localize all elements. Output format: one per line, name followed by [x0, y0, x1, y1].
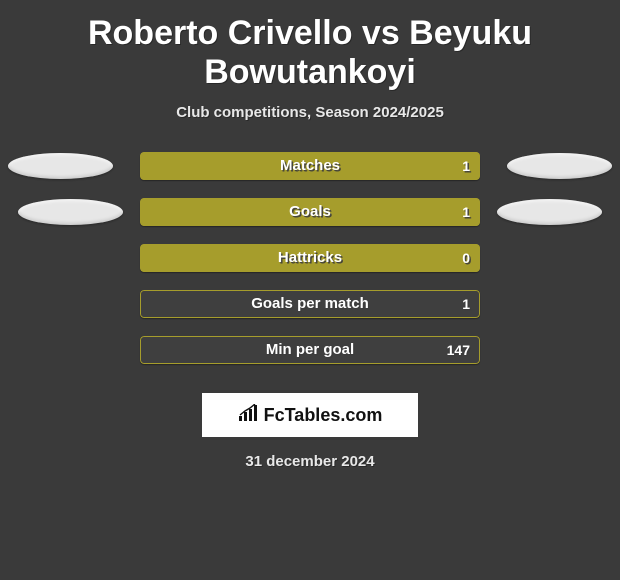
stat-row: Goals1 [0, 189, 620, 235]
stat-bar: Hattricks0 [140, 244, 480, 272]
stat-label: Min per goal [140, 336, 480, 364]
stat-label: Goals per match [140, 290, 480, 318]
page-subtitle: Club competitions, Season 2024/2025 [0, 96, 620, 143]
brand-text: FcTables.com [264, 405, 383, 426]
chart-icon [238, 404, 260, 427]
stat-bar-outline [140, 290, 480, 318]
stat-row: Goals per match1 [0, 281, 620, 327]
stat-bar-fill [140, 244, 480, 272]
stat-row: Hattricks0 [0, 235, 620, 281]
stat-bar: Goals per match1 [140, 290, 480, 318]
stat-value: 1 [462, 290, 470, 318]
stat-row: Min per goal147 [0, 327, 620, 373]
ellipse-icon [497, 199, 602, 225]
stat-row: Matches1 [0, 143, 620, 189]
stat-bar-fill [140, 152, 480, 180]
page-title: Roberto Crivello vs Beyuku Bowutankoyi [0, 0, 620, 96]
ellipse-icon [8, 153, 113, 179]
stat-bar-outline [140, 336, 480, 364]
stats-container: Matches1Goals1Hattricks0Goals per match1… [0, 143, 620, 373]
footer-date: 31 december 2024 [0, 437, 620, 470]
ellipse-icon [18, 199, 123, 225]
stat-bar: Min per goal147 [140, 336, 480, 364]
stat-bar-fill [140, 198, 480, 226]
stat-bar: Goals1 [140, 198, 480, 226]
brand-box: FcTables.com [202, 393, 418, 437]
stat-value: 147 [447, 336, 470, 364]
ellipse-icon [507, 153, 612, 179]
stat-bar: Matches1 [140, 152, 480, 180]
